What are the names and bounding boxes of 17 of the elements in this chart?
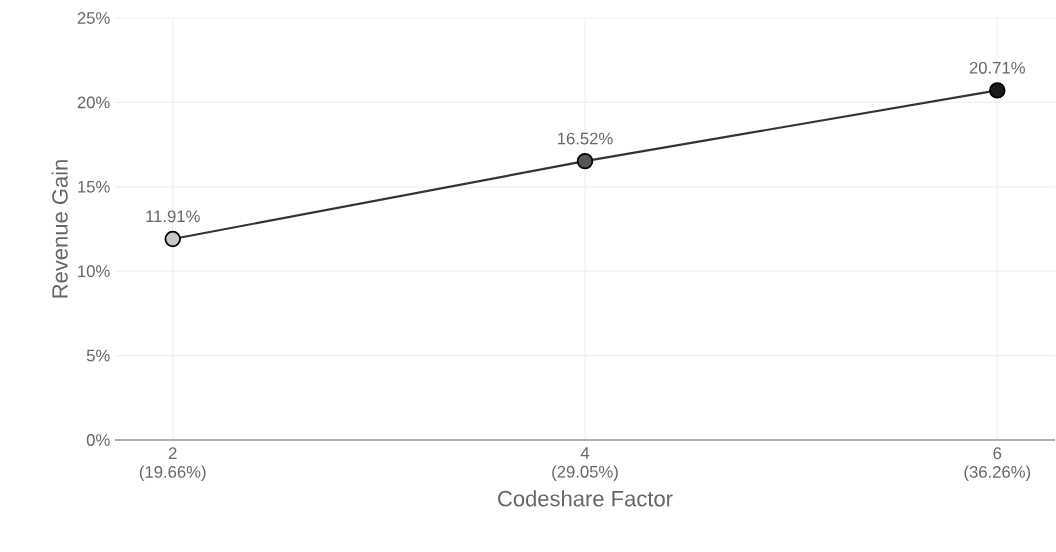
point (164, 230, 181, 248)
y-tick-label: 15% (78, 180, 110, 193)
y-tick-label: 5% (86, 349, 110, 362)
x-axis-title: Codeshare Factor (498, 490, 673, 507)
point (576, 152, 594, 170)
data-label: 11.91% (146, 210, 200, 223)
x-tick-label: 4 (29.05%) (552, 447, 618, 481)
y-tick-label: 20% (77, 96, 110, 109)
data-label: 16.52% (558, 132, 613, 145)
y-axis-title: Revenue Gain (51, 160, 68, 298)
point (989, 82, 1006, 99)
x-tick-label: 6 (36.26%) (964, 447, 1031, 482)
x-tick-label: 2 (19.66%) (139, 447, 206, 482)
data-label: 20.71% (969, 61, 1025, 74)
y-tick-label: 0% (86, 434, 110, 446)
y-tick-label: 25% (77, 12, 110, 24)
y-tick-label: 10% (78, 265, 110, 278)
